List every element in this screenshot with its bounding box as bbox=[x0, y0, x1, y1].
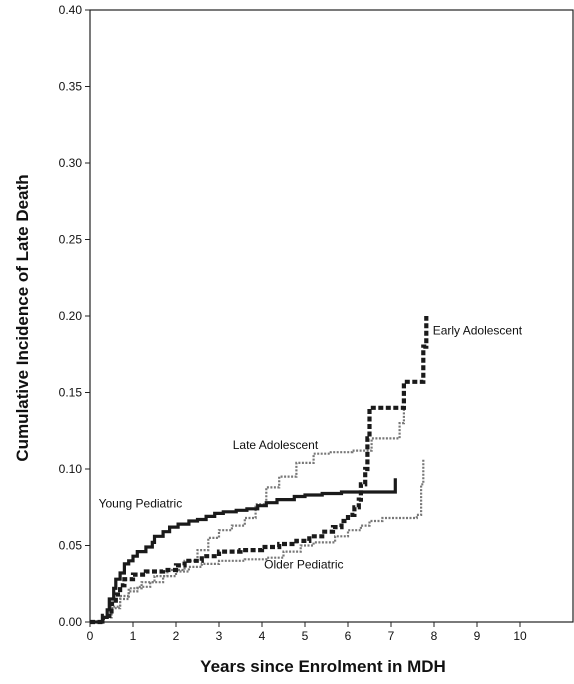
x-tick-label: 9 bbox=[474, 629, 481, 643]
x-axis-title: Years since Enrolment in MDH bbox=[200, 657, 446, 676]
series-label-late-adolescent: Late Adolescent bbox=[233, 438, 319, 452]
series-line-early-adolescent bbox=[90, 316, 429, 625]
x-tick-label: 0 bbox=[87, 629, 94, 643]
x-tick-label: 10 bbox=[513, 629, 527, 643]
x-tick-label: 2 bbox=[173, 629, 180, 643]
y-tick-label: 0.10 bbox=[59, 462, 83, 476]
x-tick-label: 5 bbox=[302, 629, 309, 643]
y-tick-label: 0.30 bbox=[59, 156, 83, 170]
x-tick-label: 3 bbox=[216, 629, 223, 643]
series-line-young-pediatric bbox=[90, 478, 397, 624]
x-tick-label: 7 bbox=[388, 629, 395, 643]
series-label-early-adolescent: Early Adolescent bbox=[433, 323, 523, 337]
x-tick-label: 1 bbox=[130, 629, 137, 643]
y-tick-label: 0.00 bbox=[59, 615, 83, 629]
series-labels: Young Pediatric Early Adolescent Late Adol… bbox=[99, 323, 523, 571]
series-label-older-pediatric: Older Pediatric bbox=[264, 557, 343, 571]
series-label-young-pediatric: Young Pediatric bbox=[99, 496, 183, 510]
y-tick-label: 0.40 bbox=[59, 3, 83, 17]
y-tick-label: 0.25 bbox=[59, 233, 83, 247]
axis-ticks: 0.00 0.05 0.10 0.15 0.20 0.25 0.30 0.35 0.40 0 1 2 3… bbox=[59, 3, 527, 643]
y-tick-label: 0.15 bbox=[59, 386, 83, 400]
x-tick-label: 6 bbox=[345, 629, 352, 643]
y-tick-label: 0.20 bbox=[59, 309, 83, 323]
series-line-late-adolescent bbox=[90, 407, 405, 624]
y-axis-title: Cumulative Incidence of Late Death bbox=[13, 174, 32, 461]
series-lines bbox=[90, 316, 429, 625]
y-tick-label: 0.05 bbox=[59, 539, 83, 553]
y-tick-label: 0.35 bbox=[59, 80, 83, 94]
x-tick-label: 4 bbox=[259, 629, 266, 643]
series-line-older-pediatric bbox=[90, 459, 425, 624]
x-tick-label: 8 bbox=[431, 629, 438, 643]
